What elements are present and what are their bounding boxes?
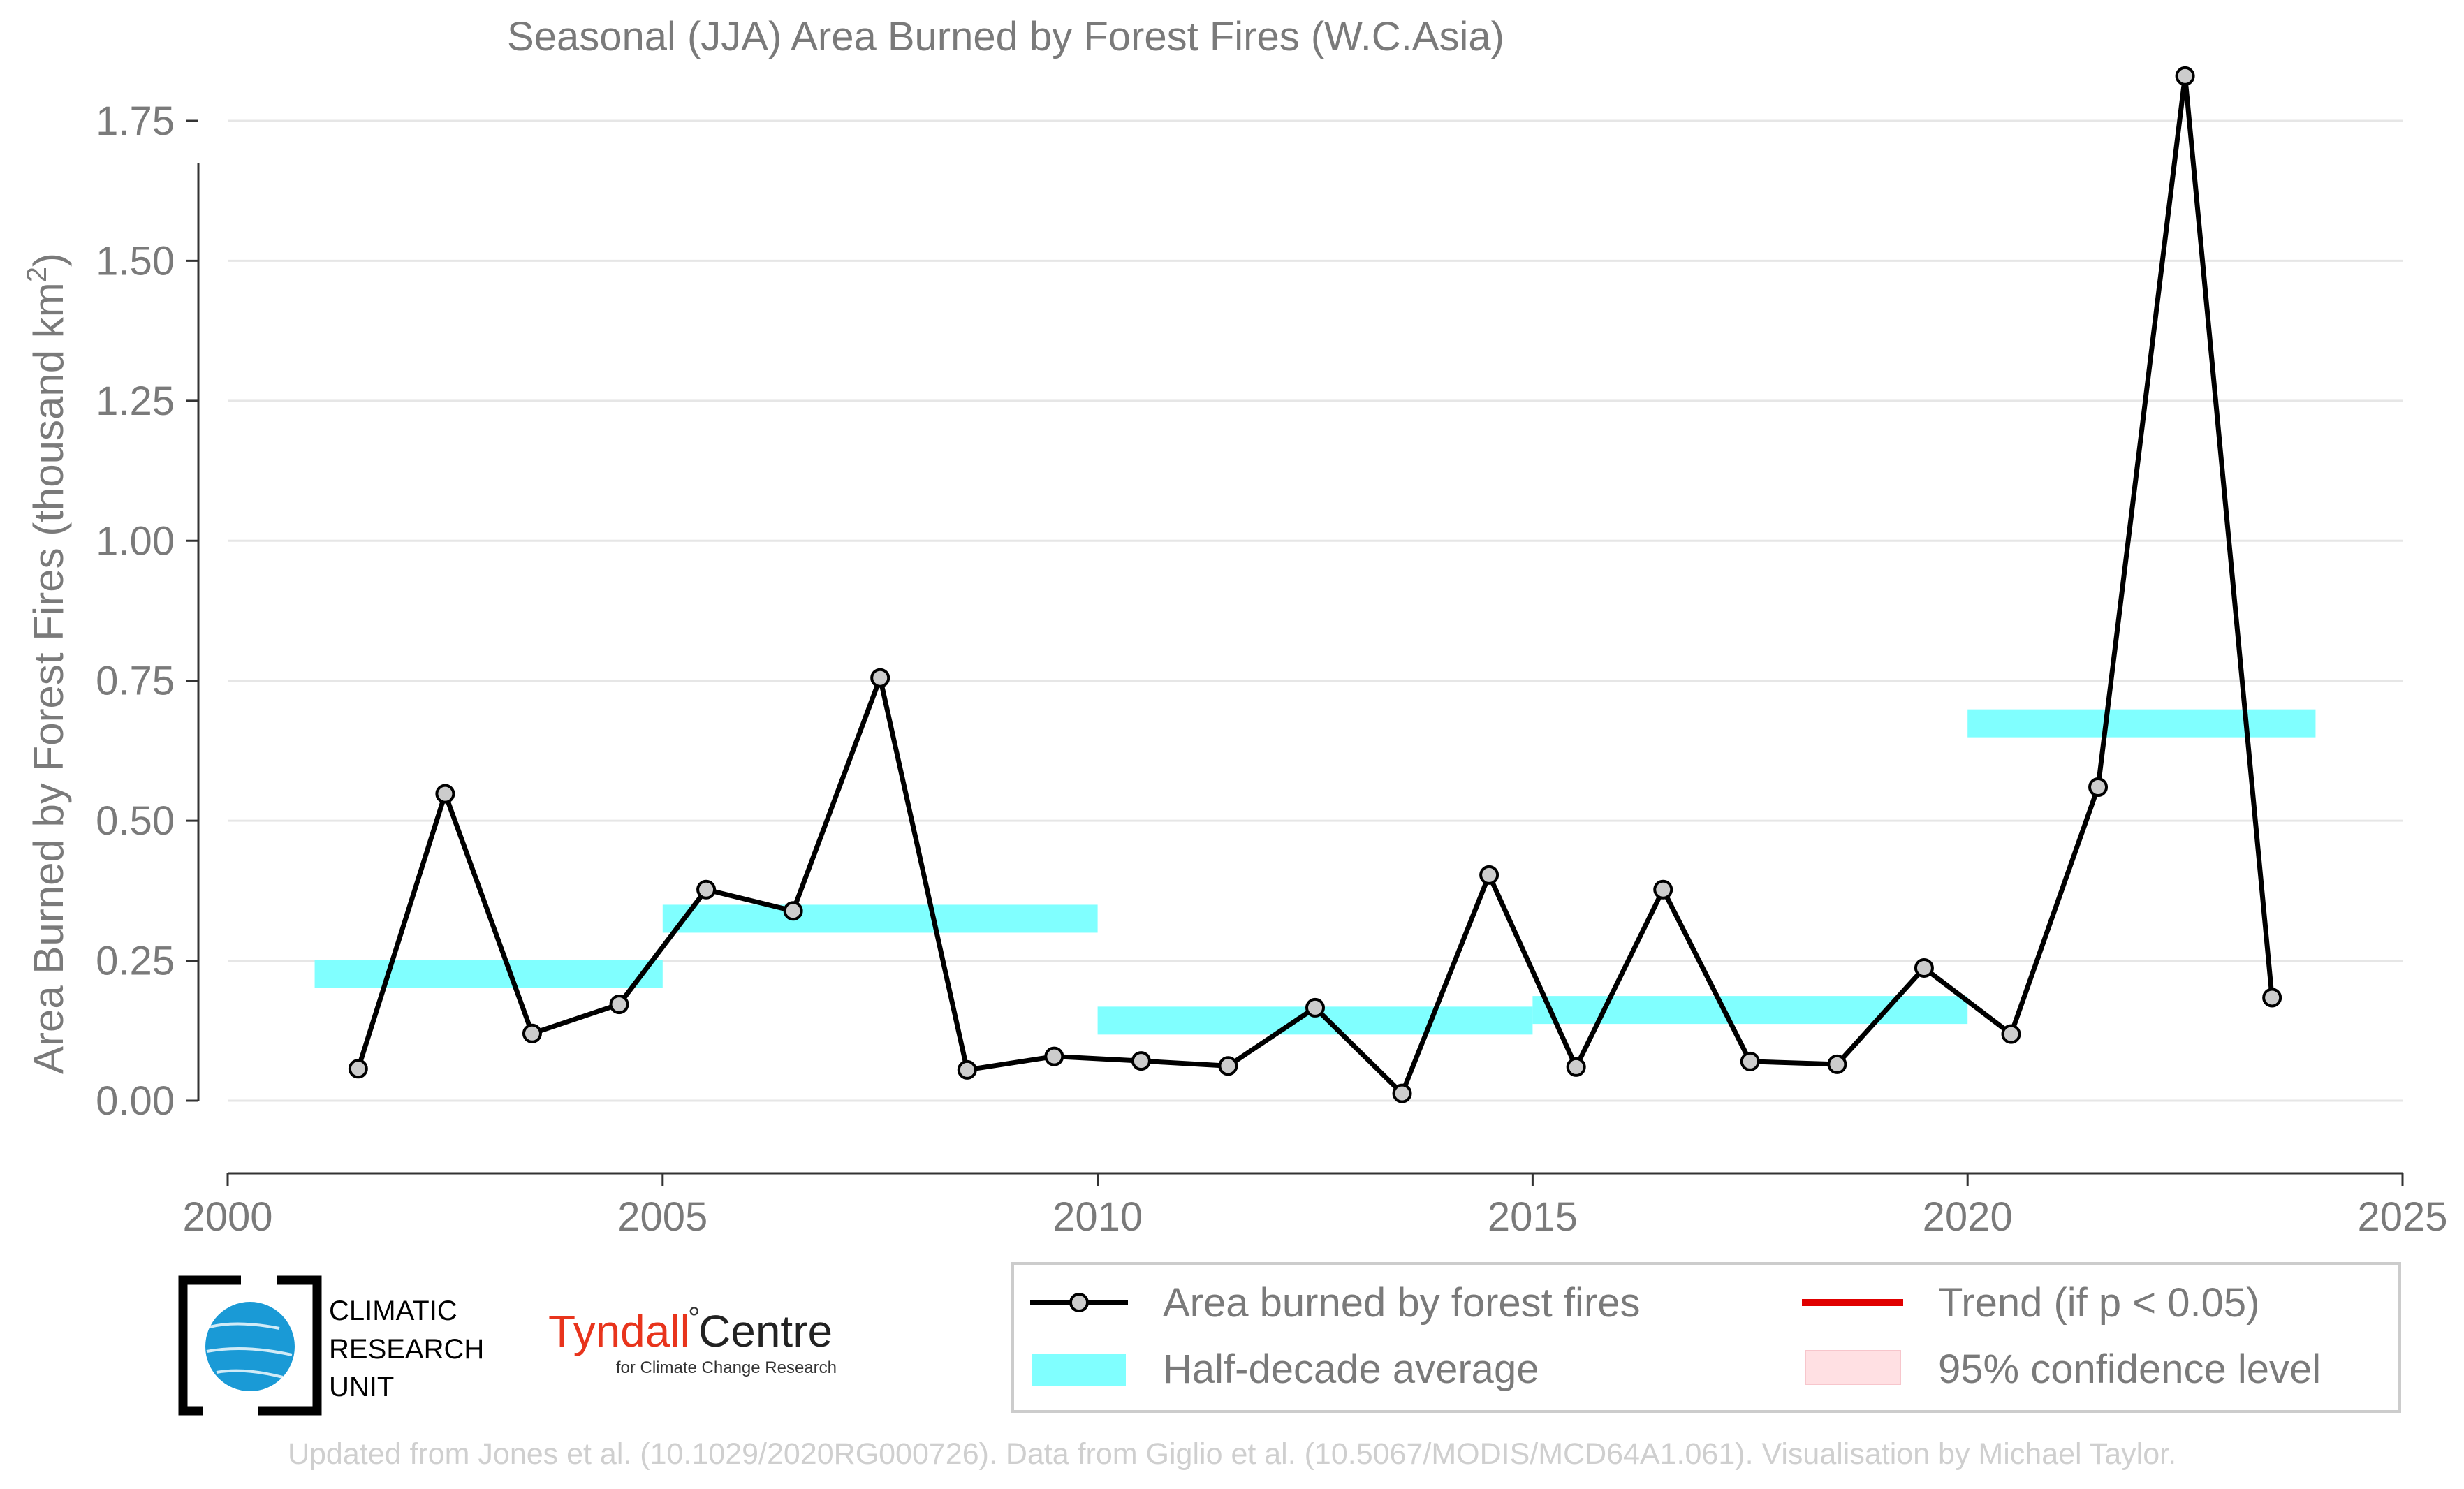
legend-label-half-decade: Half-decade average (1163, 1347, 1539, 1392)
footnote: Updated from Jones et al. (10.1029/2020R… (288, 1437, 2176, 1471)
legend-label-trend: Trend (if p < 0.05) (1938, 1280, 2259, 1326)
series-point (1131, 1051, 1151, 1071)
series-point (1305, 997, 1325, 1018)
series-point (2001, 1024, 2021, 1044)
chart-title: Seasonal (JJA) Area Burned by Forest Fir… (507, 14, 1504, 59)
x-axis-ticks: 2000 2005 2010 2015 2020 2025 (182, 1173, 2448, 1240)
series-point (435, 784, 455, 804)
cru-logo: CLIMATIC RESEARCH UNIT (178, 1275, 484, 1416)
legend-marker-icon (1069, 1293, 1089, 1312)
cru-globe-lines-icon (206, 1322, 293, 1379)
half-decade-average-bars (314, 709, 2316, 1035)
series-point (957, 1059, 977, 1080)
series-point (870, 668, 890, 688)
cru-bracket-right-icon (258, 1275, 322, 1416)
y-tick-label: 0.00 (96, 1078, 175, 1124)
y-axis-title: Area Burned by Forest Fires (thousand km… (22, 253, 72, 1074)
series-point (1914, 958, 1934, 978)
series-point (1392, 1083, 1412, 1103)
series-markers (348, 66, 2282, 1103)
tyndall-logo-centre: Centre (698, 1306, 833, 1356)
y-tick-label: 1.50 (96, 238, 175, 284)
y-tick-label: 1.25 (96, 379, 175, 424)
y-tick-label: 0.75 (96, 659, 175, 704)
x-tick-label: 2025 (2357, 1194, 2447, 1240)
tyndall-logo-tagline: for Climate Change Research (616, 1358, 837, 1377)
tyndall-logo: Tyndall ° Centre for Climate Change Rese… (548, 1301, 837, 1377)
series-point (609, 995, 629, 1015)
series-point (1566, 1057, 1586, 1077)
series-point (1044, 1046, 1064, 1066)
x-tick-label: 2005 (617, 1194, 707, 1240)
y-tick-label: 0.50 (96, 798, 175, 844)
series-point (1740, 1051, 1760, 1071)
series-point (2262, 988, 2282, 1008)
half-decade-average-bar (1967, 709, 2316, 738)
tyndall-logo-degree: ° (688, 1301, 701, 1335)
legend-label-confidence: 95% confidence level (1938, 1347, 2321, 1392)
series-point (1827, 1054, 1847, 1074)
x-tick-label: 2010 (1053, 1194, 1143, 1240)
series-point (2175, 66, 2195, 86)
tyndall-logo-name: Tyndall (548, 1306, 690, 1356)
series-point (1653, 879, 1673, 900)
cru-logo-line1: CLIMATIC (329, 1296, 457, 1326)
series-point (348, 1059, 368, 1079)
legend-box (1011, 1262, 2401, 1413)
y-axis-ticks: 0.00 0.25 0.50 0.75 1.00 1.25 1.50 1.75 (96, 98, 198, 1124)
y-tick-label: 0.25 (96, 939, 175, 984)
y-tick-label: 1.00 (96, 518, 175, 564)
series-point (2088, 777, 2109, 798)
series-point (696, 879, 717, 900)
cru-bracket-left-icon (178, 1275, 241, 1416)
legend-half-decade-swatch-icon (1032, 1354, 1126, 1386)
legend: Area burned by forest fires Trend (if p … (1011, 1262, 2401, 1413)
x-tick-label: 2015 (1488, 1194, 1578, 1240)
half-decade-average-bar (314, 960, 663, 988)
series-point (1479, 865, 1499, 885)
y-axis-title-close: ) (25, 253, 72, 267)
cru-logo-line3: UNIT (329, 1372, 394, 1402)
cru-logo-line2: RESEARCH (329, 1334, 484, 1365)
series-point (1218, 1056, 1238, 1076)
x-tick-label: 2020 (1923, 1194, 2013, 1240)
y-axis-title-superscript: 2 (22, 267, 52, 282)
legend-confidence-swatch-icon (1805, 1350, 1901, 1385)
legend-label-series: Area burned by forest fires (1163, 1280, 1640, 1326)
series-point (522, 1023, 542, 1043)
half-decade-average-bar (662, 904, 1098, 933)
y-axis-title-main: Area Burned by Forest Fires (thousand km (25, 282, 72, 1074)
x-tick-label: 2000 (182, 1194, 272, 1240)
y-tick-label: 1.75 (96, 98, 175, 144)
series-point (783, 901, 803, 921)
